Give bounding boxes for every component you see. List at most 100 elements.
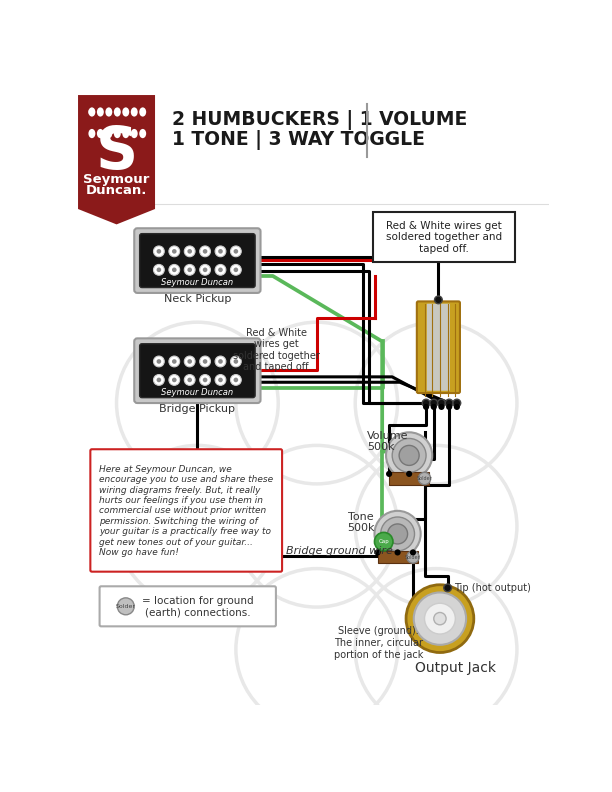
FancyBboxPatch shape [134, 228, 261, 293]
FancyBboxPatch shape [427, 303, 450, 390]
Circle shape [395, 550, 401, 555]
FancyBboxPatch shape [100, 586, 276, 626]
Ellipse shape [105, 108, 112, 116]
Circle shape [234, 359, 238, 364]
Text: Bridge ground wire: Bridge ground wire [286, 546, 393, 556]
Text: Seymour Duncan: Seymour Duncan [162, 388, 233, 397]
Text: = location for ground
(earth) connections.: = location for ground (earth) connection… [141, 596, 253, 617]
Circle shape [187, 378, 192, 383]
Ellipse shape [105, 129, 112, 138]
Circle shape [215, 375, 226, 386]
Text: Volume
500k: Volume 500k [367, 431, 408, 452]
Ellipse shape [131, 108, 138, 116]
Bar [389, 472, 429, 485]
Circle shape [407, 551, 419, 563]
Circle shape [425, 604, 455, 634]
Ellipse shape [140, 108, 146, 116]
Circle shape [386, 432, 432, 478]
Circle shape [184, 356, 195, 367]
Circle shape [184, 265, 195, 275]
Ellipse shape [114, 108, 121, 116]
FancyBboxPatch shape [134, 338, 261, 403]
Circle shape [231, 375, 241, 386]
Ellipse shape [131, 108, 138, 116]
Circle shape [203, 249, 207, 253]
Ellipse shape [122, 108, 129, 116]
Circle shape [406, 470, 412, 477]
Circle shape [172, 378, 177, 383]
Circle shape [215, 356, 226, 367]
Circle shape [169, 265, 180, 275]
Circle shape [203, 378, 207, 383]
Circle shape [218, 378, 223, 383]
Circle shape [154, 356, 164, 367]
Circle shape [406, 584, 474, 653]
Text: Red & White
wires get
soldered together
and taped off.: Red & White wires get soldered together … [233, 328, 320, 372]
Circle shape [187, 359, 192, 364]
Circle shape [434, 612, 446, 625]
Ellipse shape [114, 129, 121, 138]
Circle shape [200, 246, 211, 257]
Circle shape [446, 404, 452, 410]
Text: Duncan.: Duncan. [86, 184, 147, 197]
Circle shape [218, 268, 223, 272]
Circle shape [375, 550, 381, 555]
Circle shape [157, 378, 161, 383]
Text: Tone
500k: Tone 500k [348, 512, 375, 533]
Text: Seymour Duncan: Seymour Duncan [162, 278, 233, 287]
Circle shape [184, 246, 195, 257]
Ellipse shape [122, 108, 129, 116]
Circle shape [392, 439, 426, 472]
Circle shape [375, 511, 420, 557]
Circle shape [184, 375, 195, 386]
Circle shape [387, 524, 408, 544]
Ellipse shape [88, 129, 95, 138]
FancyBboxPatch shape [417, 302, 460, 393]
Circle shape [410, 550, 416, 555]
Circle shape [169, 246, 180, 257]
Circle shape [157, 359, 161, 364]
Circle shape [375, 532, 393, 551]
FancyBboxPatch shape [140, 344, 255, 398]
Circle shape [386, 470, 392, 477]
Circle shape [200, 375, 211, 386]
Circle shape [399, 445, 419, 466]
Ellipse shape [131, 129, 138, 138]
Ellipse shape [88, 108, 95, 116]
Circle shape [200, 356, 211, 367]
Circle shape [187, 249, 192, 253]
Ellipse shape [105, 108, 112, 116]
Ellipse shape [97, 129, 104, 138]
Circle shape [430, 399, 438, 407]
Circle shape [172, 359, 177, 364]
Ellipse shape [88, 108, 95, 116]
Circle shape [203, 268, 207, 272]
Circle shape [231, 356, 241, 367]
Text: Red & White wires get
soldered together and
taped off.: Red & White wires get soldered together … [386, 220, 502, 253]
Text: Sleeve (ground).
The inner, circular
portion of the jack: Sleeve (ground). The inner, circular por… [334, 626, 423, 660]
FancyBboxPatch shape [91, 449, 282, 572]
Text: Neck Pickup: Neck Pickup [163, 294, 231, 304]
Ellipse shape [140, 108, 146, 116]
Circle shape [187, 268, 192, 272]
Circle shape [414, 592, 466, 645]
Circle shape [422, 399, 430, 407]
Circle shape [154, 375, 164, 386]
Ellipse shape [114, 108, 121, 116]
Text: Cap: Cap [378, 539, 389, 544]
Circle shape [444, 584, 452, 592]
Circle shape [231, 265, 241, 275]
Circle shape [446, 399, 453, 407]
Circle shape [438, 404, 444, 410]
Circle shape [172, 249, 177, 253]
Circle shape [215, 246, 226, 257]
Circle shape [157, 249, 161, 253]
Circle shape [154, 265, 164, 275]
Text: Bridge Pickup: Bridge Pickup [159, 404, 236, 414]
Circle shape [419, 472, 431, 485]
Text: Solder: Solder [116, 604, 136, 609]
Circle shape [381, 517, 414, 551]
Circle shape [234, 378, 238, 383]
Circle shape [215, 265, 226, 275]
Circle shape [200, 265, 211, 275]
